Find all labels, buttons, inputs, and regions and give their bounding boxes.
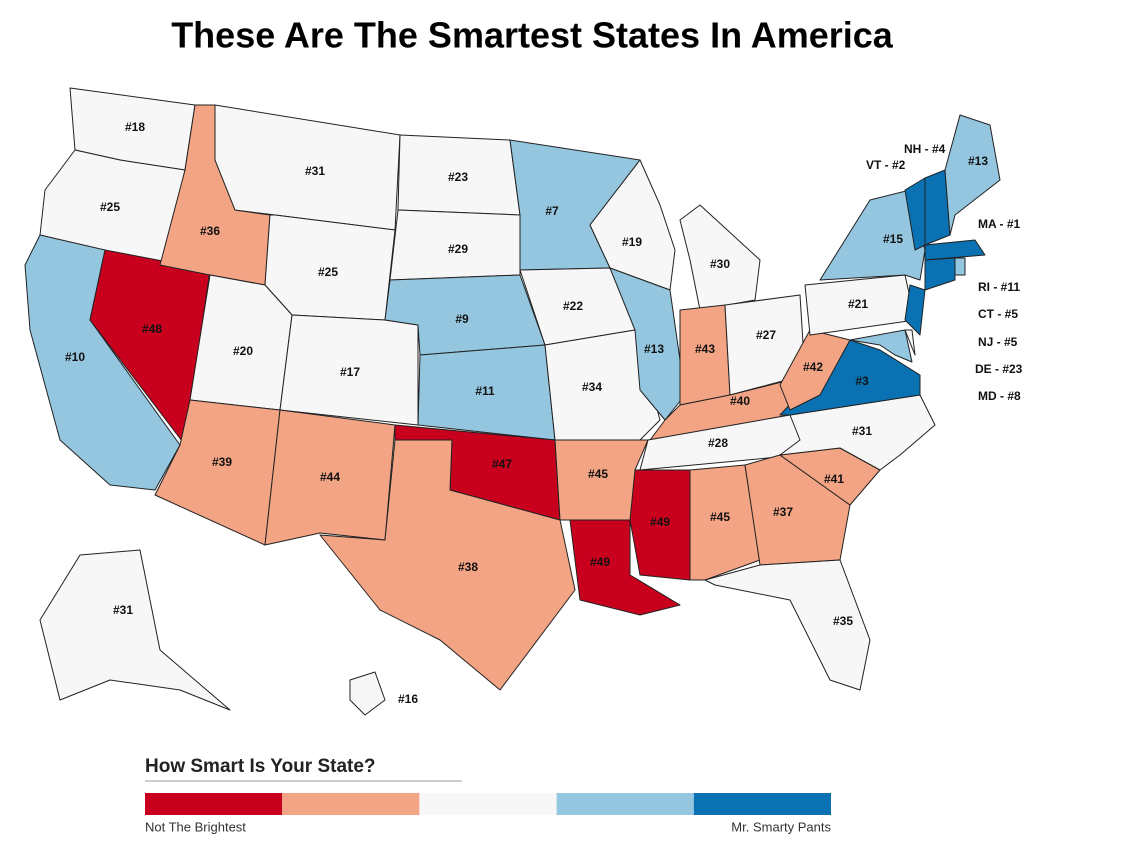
state-label: DE - #23 bbox=[975, 362, 1023, 376]
state-label: VT - #2 bbox=[866, 158, 906, 172]
state-label: NH - #4 bbox=[904, 142, 946, 156]
state bbox=[924, 257, 956, 291]
map bbox=[24, 87, 1001, 716]
state-label: #28 bbox=[708, 436, 728, 450]
state-label: #25 bbox=[318, 265, 338, 279]
state-label: #30 bbox=[710, 257, 730, 271]
state-label: #45 bbox=[588, 467, 608, 481]
state-label: #16 bbox=[398, 692, 418, 706]
title: These Are The Smartest States In America bbox=[171, 15, 894, 56]
state-label: #41 bbox=[824, 472, 844, 486]
state-label: #27 bbox=[756, 328, 776, 342]
state bbox=[954, 257, 966, 276]
state-label: #42 bbox=[803, 360, 823, 374]
state bbox=[349, 671, 386, 716]
state-label: #29 bbox=[448, 242, 468, 256]
state-label: #37 bbox=[773, 505, 793, 519]
state-label: #13 bbox=[968, 154, 988, 168]
state-label: #7 bbox=[545, 204, 559, 218]
state bbox=[924, 239, 986, 261]
state-label: #35 bbox=[833, 614, 853, 628]
legend-title: How Smart Is Your State? bbox=[145, 756, 376, 777]
state bbox=[704, 559, 871, 691]
state-label: #20 bbox=[233, 344, 253, 358]
state bbox=[544, 329, 661, 441]
state-label: #36 bbox=[200, 224, 220, 238]
state-label: #19 bbox=[622, 235, 642, 249]
state-label: #18 bbox=[125, 120, 145, 134]
state-label: MA - #1 bbox=[978, 217, 1021, 231]
state-label: #44 bbox=[320, 470, 340, 484]
state bbox=[679, 204, 761, 311]
legend-low: Not The Brightest bbox=[145, 819, 246, 834]
state-label: #17 bbox=[340, 365, 360, 379]
state bbox=[849, 329, 913, 363]
state-label: #15 bbox=[883, 232, 903, 246]
state-label: #45 bbox=[710, 510, 730, 524]
legend-swatch bbox=[556, 793, 694, 815]
state bbox=[904, 329, 916, 356]
state-label: #48 bbox=[142, 322, 162, 336]
state-label: #11 bbox=[475, 384, 495, 398]
state bbox=[279, 314, 419, 426]
state-label: #21 bbox=[848, 297, 868, 311]
state-label: #39 bbox=[212, 455, 232, 469]
state bbox=[629, 469, 691, 581]
state bbox=[689, 464, 761, 581]
state-label: #25 bbox=[100, 200, 120, 214]
legend-swatch bbox=[145, 793, 283, 815]
state bbox=[904, 284, 926, 336]
state-label: #31 bbox=[113, 603, 133, 617]
state-label: #31 bbox=[852, 424, 872, 438]
state-label: #13 bbox=[644, 342, 664, 356]
state-label: #34 bbox=[582, 380, 602, 394]
state-label: #31 bbox=[305, 164, 325, 178]
legend-swatch bbox=[282, 793, 420, 815]
state bbox=[779, 329, 851, 411]
legend-swatch bbox=[693, 793, 831, 815]
state-label: CT - #5 bbox=[978, 307, 1018, 321]
state bbox=[779, 394, 936, 471]
state bbox=[944, 114, 1001, 236]
state bbox=[319, 439, 576, 691]
state-label: MD - #8 bbox=[978, 389, 1021, 403]
state-label: #40 bbox=[730, 394, 750, 408]
state-label: RI - #11 bbox=[978, 280, 1020, 294]
state-label: #10 bbox=[65, 350, 85, 364]
state bbox=[264, 409, 396, 546]
state-label: #47 bbox=[492, 457, 512, 471]
state-label: #49 bbox=[650, 515, 670, 529]
labels: #18 #25 #10 #48 #36 #31 #25 #20 #17 #39 … bbox=[65, 120, 1023, 706]
state-label: NJ - #5 bbox=[978, 335, 1018, 349]
state-label: #38 bbox=[458, 560, 478, 574]
legend-swatch bbox=[419, 793, 557, 815]
state-label: #43 bbox=[695, 342, 715, 356]
state-label: #22 bbox=[563, 299, 583, 313]
state bbox=[744, 454, 851, 566]
legend-high: Mr. Smarty Pants bbox=[731, 819, 831, 834]
state-label: #23 bbox=[448, 170, 468, 184]
state-label: #9 bbox=[455, 312, 469, 326]
state bbox=[154, 399, 281, 546]
legend: How Smart Is Your State? Not The Brighte… bbox=[145, 756, 831, 834]
state-label: #49 bbox=[590, 555, 610, 569]
state-label: #3 bbox=[855, 374, 869, 388]
state bbox=[39, 549, 231, 711]
